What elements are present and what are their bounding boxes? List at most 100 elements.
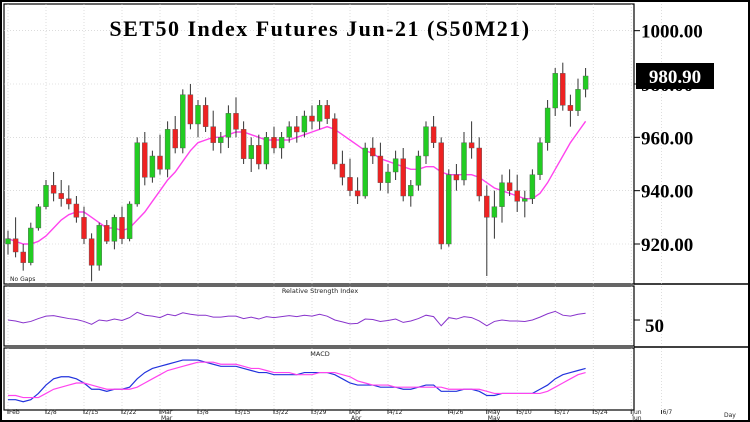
candle-down [88,238,95,266]
x-tick-label: 4/12 [389,409,403,416]
candle-up [286,126,292,138]
candle-down [256,145,262,165]
candle-down [104,225,110,242]
candle-down [309,115,315,122]
price-candles [5,62,589,282]
rsi-ytick-50: 50 [645,316,664,337]
candle-up [461,142,467,181]
candle-up [96,225,102,266]
candle-down [12,238,19,253]
candle-up [225,113,232,138]
candle-down [157,155,163,170]
y-tick-label: 960.00 [641,128,693,149]
candle-up [446,174,452,245]
candle-up [499,182,505,207]
x-month-label: Mar [161,415,173,422]
price-grid [4,4,662,410]
candle-down [202,105,209,127]
x-tick-label: 2/15 [85,409,99,416]
candle-down [240,129,247,159]
x-tick-label: 2/22 [123,409,137,416]
candle-up [195,105,201,125]
candle-down [370,147,376,157]
candle-down [567,105,574,111]
rsi-line [7,310,586,327]
candle-up [301,115,308,133]
candle-down [324,105,330,119]
x-tick-label: 5/24 [594,409,608,416]
candle-up [248,145,254,159]
candle-down [142,142,148,178]
x-tick-label: 3/22 [275,409,289,416]
candle-down [20,251,26,263]
macd-panel [3,347,635,411]
candle-up [544,107,551,143]
candle-down [400,158,406,197]
candle-down [233,113,239,130]
y-tick-label: 940.00 [641,182,693,203]
candle-down [453,174,460,181]
candle-up [28,227,34,263]
candle-down [271,137,277,149]
candle-down [119,217,125,239]
candle-up [408,185,414,197]
candle-up [491,206,498,218]
candle-down [438,142,444,245]
candle-up [180,94,186,149]
candle-down [484,195,490,218]
x-tick-label: 4/26 [450,409,464,416]
macd-signal-line [8,361,586,399]
candle-up [43,185,49,207]
candle-down [476,147,482,197]
candle-up [522,198,528,202]
candle-up [385,171,391,183]
candle-up [149,155,156,178]
last-value-badge [636,63,714,89]
candle-down [294,126,300,133]
candle-down [172,129,178,149]
rsi-panel-label: Relative Strength Index [282,287,359,295]
x-tick-label: Apr [351,409,362,416]
macd-series-group [8,359,586,403]
x-tick-label: Jun [631,409,642,416]
x-month-label: Jun [631,415,642,422]
x-axis-unit-label: Day [724,412,736,419]
candle-up [423,126,429,157]
rsi-series-group [7,310,640,327]
x-tick-label: 5/10 [518,409,532,416]
candle-up [5,238,11,245]
candle-up [537,142,543,175]
candle-up [126,203,133,239]
candle-down [468,142,475,149]
candle-up [552,73,558,109]
candle-up [582,75,589,90]
candle-down [506,182,513,191]
candle-down [73,203,80,218]
candle-down [347,177,353,191]
candle-down [514,190,520,202]
candle-up [134,142,140,205]
candle-up [392,158,399,173]
x-tick-label: 2/8 [47,409,57,416]
candle-down [430,126,437,143]
candle-up [575,89,581,111]
candle-down [50,185,57,194]
y-tick-label: 920.00 [641,235,693,256]
x-tick-label: 3/29 [313,409,327,416]
candle-down [339,163,346,178]
x-tick-label: May [488,409,501,416]
candle-up [362,147,368,197]
corner-note: No Gaps [10,276,35,283]
candle-up [263,137,270,165]
candle-down [377,155,384,183]
last-value-label: 980.90 [649,67,701,88]
candle-down [560,73,566,106]
candle-down [187,94,194,125]
candle-down [210,126,216,143]
chart-title: SET50 Index Futures Jun-21 (S50M21) [109,16,530,41]
y-tick-label: 1000.00 [641,22,703,43]
x-tick-label: 6/7 [663,409,673,416]
